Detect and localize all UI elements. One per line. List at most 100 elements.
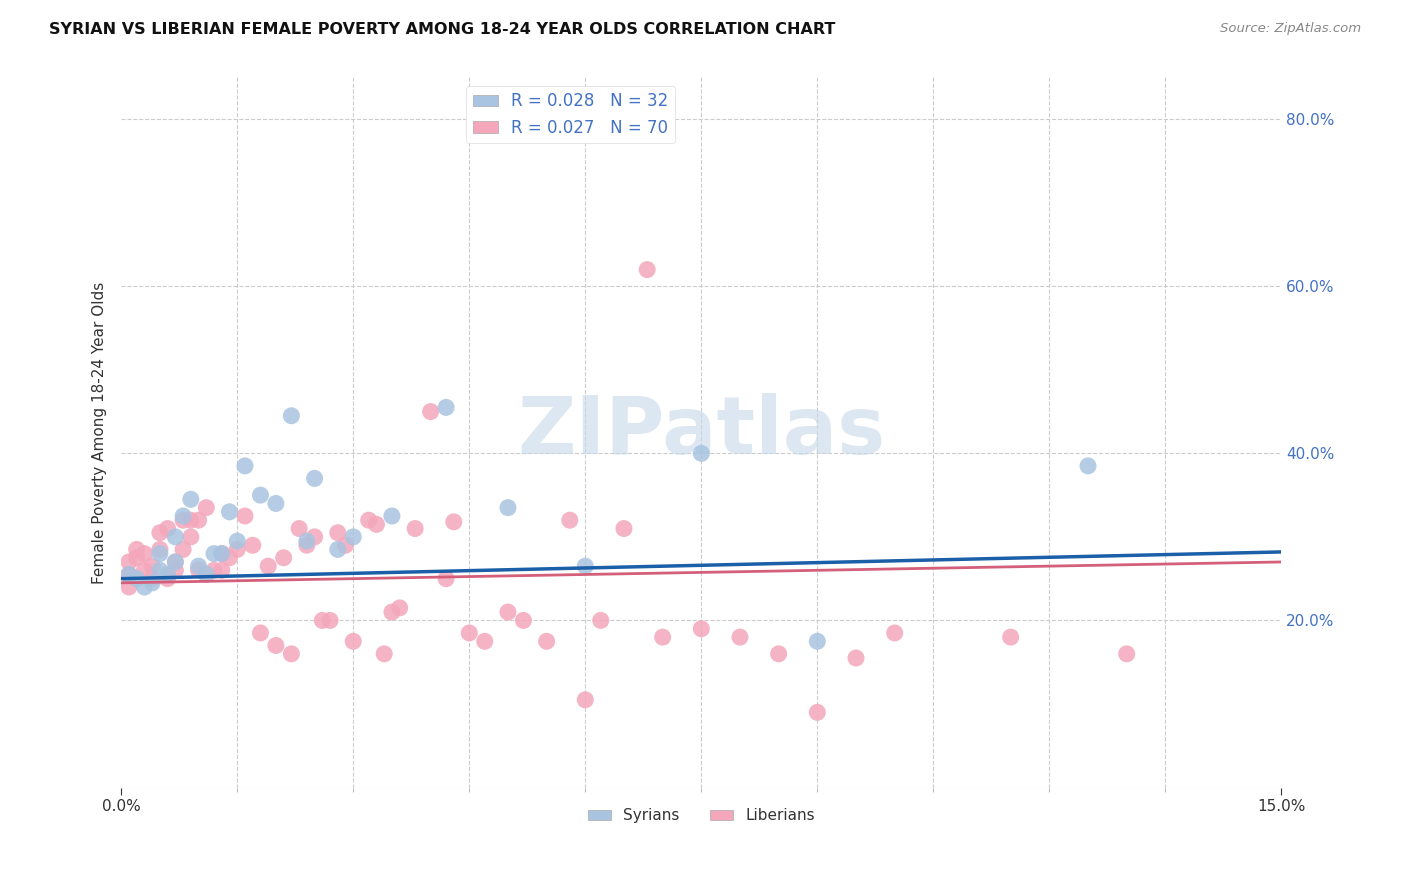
Point (768, 647, 790, 661)
Point (404, 522, 426, 536)
Point (187, 559, 209, 574)
Point (304, 471, 326, 485)
Point (218, 505, 240, 519)
Point (141, 572, 163, 586)
Point (264, 496, 287, 510)
Point (1000, 630, 1022, 644)
Point (496, 500, 519, 515)
Point (558, 513, 581, 527)
Point (496, 605, 519, 619)
Point (195, 567, 218, 582)
Point (419, 404, 441, 418)
Point (118, 555, 141, 569)
Point (172, 513, 194, 527)
Text: Source: ZipAtlas.com: Source: ZipAtlas.com (1220, 22, 1361, 36)
Point (295, 534, 318, 549)
Point (118, 580, 141, 594)
Point (226, 534, 249, 549)
Point (165, 563, 187, 577)
Point (589, 614, 612, 628)
Point (366, 517, 388, 532)
Point (434, 401, 457, 415)
Point (165, 555, 187, 569)
Point (690, 622, 713, 636)
Point (125, 572, 148, 586)
Point (156, 567, 179, 582)
Point (304, 530, 326, 544)
Point (226, 542, 249, 557)
Point (288, 522, 311, 536)
Point (141, 575, 163, 590)
Point (613, 522, 636, 536)
Point (149, 563, 172, 577)
Legend: Syrians, Liberians: Syrians, Liberians (582, 802, 821, 830)
Point (180, 492, 202, 507)
Point (257, 559, 280, 574)
Point (172, 508, 194, 523)
Point (806, 706, 828, 720)
Point (218, 550, 240, 565)
Point (690, 446, 713, 460)
Point (536, 634, 558, 648)
Text: SYRIAN VS LIBERIAN FEMALE POVERTY AMONG 18-24 YEAR OLDS CORRELATION CHART: SYRIAN VS LIBERIAN FEMALE POVERTY AMONG … (49, 22, 835, 37)
Point (806, 634, 828, 648)
Point (319, 614, 342, 628)
Point (211, 547, 233, 561)
Point (211, 563, 233, 577)
Point (141, 559, 163, 574)
Point (335, 538, 357, 552)
Point (443, 515, 465, 529)
Point (118, 567, 141, 582)
Point (728, 630, 751, 644)
Point (180, 530, 202, 544)
Point (156, 572, 179, 586)
Point (295, 538, 318, 552)
Point (651, 630, 673, 644)
Point (149, 542, 172, 557)
Point (149, 547, 172, 561)
Y-axis label: Female Poverty Among 18-24 Year Olds: Female Poverty Among 18-24 Year Olds (93, 281, 107, 583)
Point (195, 500, 218, 515)
Point (280, 647, 302, 661)
Point (326, 525, 349, 540)
Point (1115, 647, 1137, 661)
Point (187, 563, 209, 577)
Point (381, 508, 404, 523)
Point (149, 525, 172, 540)
Point (342, 634, 364, 648)
Point (373, 647, 395, 661)
Point (233, 508, 256, 523)
Point (1077, 458, 1099, 473)
Point (458, 626, 481, 640)
Point (118, 567, 141, 582)
Point (202, 547, 225, 561)
Point (202, 563, 225, 577)
Point (165, 555, 187, 569)
Point (233, 458, 256, 473)
Point (280, 409, 302, 423)
Point (264, 639, 287, 653)
Point (134, 563, 156, 577)
Point (311, 614, 333, 628)
Point (211, 547, 233, 561)
Point (249, 488, 271, 502)
Point (845, 651, 868, 665)
Point (165, 530, 187, 544)
Point (134, 547, 156, 561)
Point (434, 572, 457, 586)
Point (342, 530, 364, 544)
Point (883, 626, 905, 640)
Point (273, 550, 295, 565)
Point (381, 605, 404, 619)
Point (574, 693, 596, 707)
Point (326, 542, 349, 557)
Point (357, 513, 380, 527)
Point (125, 542, 148, 557)
Point (187, 513, 209, 527)
Point (474, 634, 496, 648)
Point (156, 522, 179, 536)
Point (134, 580, 156, 594)
Point (574, 559, 596, 574)
Text: ZIPatlas: ZIPatlas (517, 393, 886, 472)
Point (180, 513, 202, 527)
